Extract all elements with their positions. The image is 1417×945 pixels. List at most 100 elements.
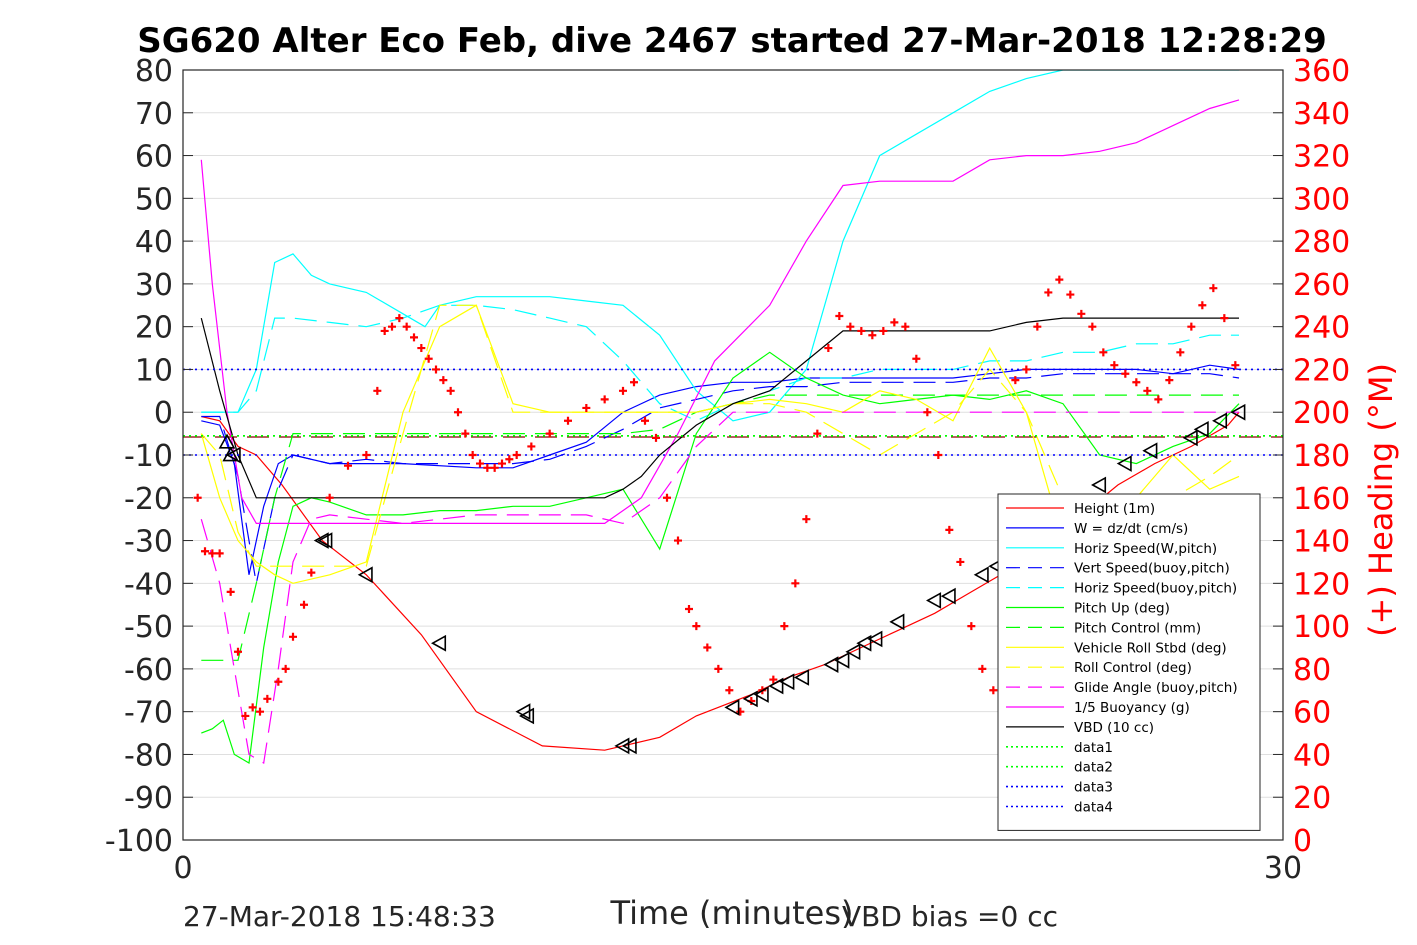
legend-label-3: Vert Speed(buoy,pitch) — [1074, 561, 1230, 577]
heading-point — [468, 451, 477, 459]
y2-tick-label-0: 360 — [1293, 54, 1350, 89]
heading-point — [641, 416, 649, 425]
heading-point — [1176, 348, 1185, 357]
y-tick-label-1: 70 — [135, 97, 173, 132]
heading-point — [1077, 309, 1086, 318]
heading-point — [388, 322, 396, 331]
heading-point — [630, 378, 638, 387]
triangle-marker — [614, 737, 630, 755]
triangle-marker — [768, 677, 784, 695]
heading-point — [600, 395, 609, 404]
heading-point — [1044, 288, 1053, 297]
heading-point — [1187, 322, 1196, 331]
heading-point — [780, 622, 789, 631]
heading-point — [1110, 361, 1119, 370]
heading-point — [373, 386, 382, 395]
heading-point — [215, 549, 224, 558]
heading-point — [967, 622, 976, 631]
heading-point — [989, 686, 998, 695]
y-tick-label-0: 80 — [135, 54, 173, 89]
heading-point — [652, 433, 660, 442]
heading-point — [714, 664, 723, 673]
y2-tick-label-10: 160 — [1293, 482, 1350, 517]
y2-tick-label-2: 320 — [1293, 140, 1350, 175]
y2-tick-label-5: 260 — [1293, 268, 1350, 303]
heading-point — [1209, 284, 1218, 293]
heading-point — [395, 314, 404, 323]
legend-label-11: VBD (10 cc) — [1074, 720, 1154, 736]
triangle-marker — [779, 673, 795, 691]
heading-point — [226, 587, 235, 596]
triangle-marker — [357, 566, 373, 584]
triangle-marker — [794, 669, 810, 686]
legend-box — [997, 493, 1261, 831]
heading-point — [564, 416, 572, 425]
series-line-2 — [201, 70, 1239, 422]
footer-vbd-bias: VBD bias =0 cc — [842, 900, 1058, 933]
heading-point — [1198, 301, 1207, 310]
triangle-marker — [621, 737, 637, 755]
y2-tick-label-4: 280 — [1293, 225, 1350, 260]
series-line-6 — [201, 394, 1239, 661]
y2-tick-label-16: 40 — [1293, 738, 1331, 773]
legend-label-5: Pitch Up (deg) — [1074, 601, 1170, 617]
legend-label-13: data2 — [1074, 760, 1113, 776]
heading-point — [362, 451, 371, 459]
triangle-marker — [823, 656, 839, 673]
triangle-marker — [724, 699, 740, 716]
heading-point — [417, 344, 426, 353]
heading-point — [344, 461, 352, 470]
heading-point — [1231, 361, 1240, 370]
legend-label-15: data4 — [1074, 800, 1113, 816]
triangle-marker — [1193, 420, 1209, 438]
triangle-marker — [313, 532, 329, 549]
legend-label-10: 1/5 Buoyancy (g) — [1074, 700, 1190, 716]
heading-point — [791, 579, 800, 588]
triangle-marker — [1212, 412, 1228, 430]
heading-point — [545, 429, 554, 438]
series-line-8 — [200, 304, 1240, 567]
y2-tick-label-13: 100 — [1293, 610, 1350, 645]
heading-point — [439, 376, 448, 385]
y-axis-ticks: 80 70 60 50 40 30 20 10 0 -10 -20 -30 -40 -50 -60 -70 -8… — [105, 54, 1283, 859]
legend-label-8: Roll Control (deg) — [1074, 660, 1192, 676]
series-line-10 — [200, 99, 1240, 525]
heading-point — [692, 622, 701, 631]
triangle-marker — [834, 651, 850, 669]
heading-point — [956, 557, 965, 566]
heading-point — [1055, 275, 1064, 284]
y-tick-label-18: -100 — [105, 824, 173, 859]
heading-point — [256, 707, 264, 716]
triangle-marker — [1116, 455, 1132, 472]
heading-point — [663, 493, 671, 502]
y2-tick-label-11: 140 — [1293, 525, 1350, 560]
heading-point — [1143, 386, 1152, 395]
heading-point — [289, 632, 297, 641]
triangle-marker — [753, 686, 769, 703]
heading-point — [978, 664, 987, 673]
heading-point — [945, 525, 954, 534]
heading-point — [402, 322, 411, 331]
heading-point — [1165, 376, 1174, 385]
heading-point — [1132, 378, 1141, 387]
legend-label-6: Pitch Control (mm) — [1074, 620, 1201, 636]
heading-point — [1220, 314, 1229, 323]
heading-point — [380, 326, 389, 335]
chart-title: SG620 Alter Eco Feb, dive 2467 started 2… — [137, 21, 1327, 61]
heading-point — [424, 354, 433, 363]
heading-point — [703, 643, 712, 652]
heading-point — [890, 318, 899, 327]
x-axis-ticks: 0 30 — [173, 830, 1302, 886]
heading-point — [498, 459, 506, 468]
heading-point — [307, 568, 316, 577]
heading-point — [769, 675, 778, 684]
heading-point — [300, 600, 308, 609]
heading-point — [619, 386, 627, 395]
heading-point — [923, 408, 932, 417]
heading-point — [325, 493, 334, 502]
y-tick-label-13: -50 — [124, 610, 173, 645]
y2-tick-label-12: 120 — [1293, 567, 1350, 602]
triangle-marker — [889, 613, 905, 631]
series-line-9 — [200, 411, 1239, 764]
